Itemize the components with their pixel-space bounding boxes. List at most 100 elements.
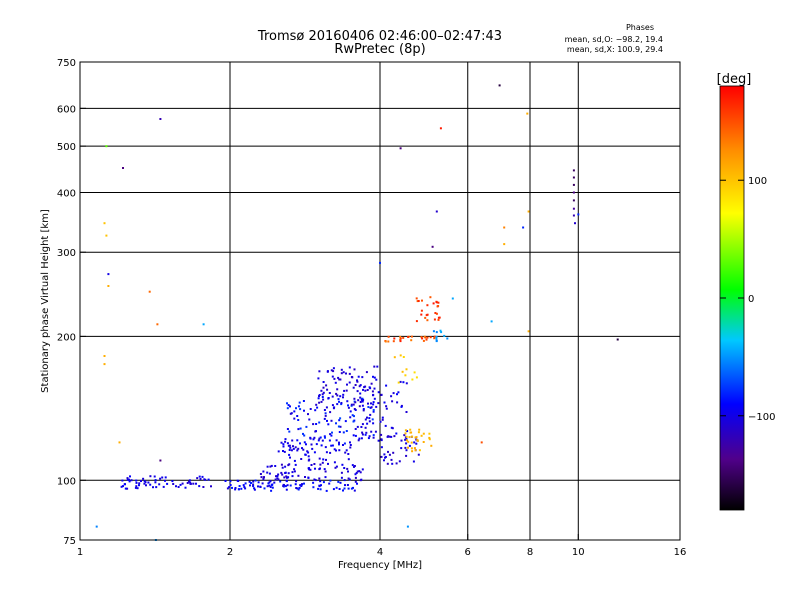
data-point <box>329 479 332 482</box>
data-point <box>577 213 580 216</box>
data-point <box>189 482 192 485</box>
data-point <box>299 442 301 445</box>
data-point <box>305 425 308 428</box>
data-point <box>383 401 386 404</box>
data-point <box>179 483 182 486</box>
data-point <box>250 482 252 484</box>
data-point <box>303 482 305 485</box>
data-point <box>373 397 376 400</box>
data-point <box>288 449 291 451</box>
data-point <box>353 408 356 410</box>
data-point <box>375 378 378 381</box>
data-point <box>328 482 331 485</box>
data-point <box>373 387 376 390</box>
data-point <box>295 480 298 483</box>
data-point <box>354 476 357 479</box>
data-point <box>253 487 256 490</box>
data-point <box>372 434 375 437</box>
data-point <box>310 464 313 466</box>
data-point <box>181 482 184 485</box>
data-point <box>143 480 146 483</box>
data-point <box>368 435 371 438</box>
data-point <box>335 392 338 395</box>
data-point <box>277 450 280 453</box>
phase-stats-x: mean, sd,X: 100.9, 29.4 <box>567 45 663 54</box>
data-point <box>253 488 256 491</box>
data-point <box>138 484 140 487</box>
data-point <box>368 386 371 389</box>
data-point <box>331 375 334 378</box>
data-point <box>342 396 344 399</box>
data-point <box>286 428 289 430</box>
data-point <box>284 438 287 441</box>
data-point <box>415 297 418 300</box>
data-point <box>130 479 133 482</box>
data-point <box>362 388 364 391</box>
data-point <box>360 398 363 401</box>
data-point <box>308 468 311 471</box>
data-point <box>229 484 232 486</box>
data-point <box>303 409 305 412</box>
data-point <box>376 365 379 368</box>
data-point <box>244 482 247 485</box>
data-point <box>314 479 317 482</box>
data-point <box>269 465 272 468</box>
data-point <box>202 486 205 488</box>
data-point <box>331 431 333 434</box>
data-point <box>381 418 384 421</box>
data-point <box>357 375 360 378</box>
data-point <box>393 435 396 438</box>
data-point <box>372 422 375 425</box>
data-point <box>142 477 145 480</box>
data-point <box>289 446 292 449</box>
data-point <box>356 379 358 382</box>
data-point <box>280 471 283 474</box>
data-point <box>273 481 276 484</box>
data-point <box>330 434 333 437</box>
data-point <box>353 465 355 468</box>
data-point <box>307 455 310 458</box>
data-point <box>429 296 432 299</box>
data-point <box>282 450 284 452</box>
data-point <box>391 462 394 465</box>
data-point <box>328 392 331 394</box>
data-point <box>372 401 375 404</box>
data-point <box>189 481 192 484</box>
data-point <box>404 446 407 449</box>
data-point <box>348 366 351 369</box>
data-point <box>354 384 357 386</box>
data-point <box>388 435 391 438</box>
data-point <box>372 410 375 413</box>
data-point <box>289 484 292 487</box>
data-point <box>322 381 325 383</box>
data-point <box>404 374 407 377</box>
data-point <box>407 336 410 338</box>
data-point <box>346 400 349 403</box>
data-point <box>316 406 319 409</box>
data-point <box>372 409 375 411</box>
data-point <box>337 425 340 428</box>
data-point <box>434 312 437 314</box>
data-point <box>177 486 180 488</box>
data-point <box>135 479 138 482</box>
data-point <box>364 389 367 392</box>
grid-lines <box>80 62 680 540</box>
data-point <box>359 384 362 387</box>
y-axis-ticks: 75 100 200 300 400 500 600 750 <box>57 58 86 547</box>
data-point <box>317 439 320 442</box>
data-point <box>304 476 306 478</box>
data-point <box>243 485 246 488</box>
data-point <box>322 398 325 401</box>
data-point <box>393 356 396 359</box>
data-point <box>572 191 575 194</box>
data-point <box>425 314 428 317</box>
data-point <box>291 475 294 478</box>
data-point <box>124 487 127 490</box>
data-point <box>288 444 291 447</box>
data-point <box>186 482 189 484</box>
data-point <box>309 437 312 440</box>
y-tick-label: 75 <box>63 536 76 547</box>
data-point <box>413 447 416 450</box>
data-point <box>309 468 312 471</box>
data-point <box>358 437 361 440</box>
